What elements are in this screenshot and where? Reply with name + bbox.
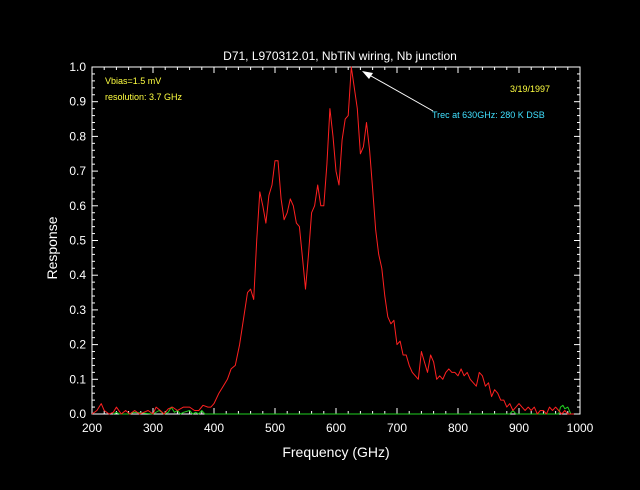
x-tick-label-800: 800	[448, 421, 468, 435]
y-tick-label-3: 0.3	[69, 303, 86, 317]
y-tick-label-4: 0.4	[69, 268, 86, 282]
y-tick-label-9: 0.9	[69, 95, 86, 109]
x-axis-ticks: 200 300 400 500 600 700 800 900 1000	[82, 67, 594, 435]
y-tick-label-0: 0.0	[69, 407, 86, 421]
y-tick-label-7: 0.7	[69, 164, 86, 178]
annotation-arrow-head	[362, 71, 373, 79]
x-tick-label-1000: 1000	[567, 421, 594, 435]
x-tick-label-600: 600	[326, 421, 346, 435]
annotation-vbias: Vbias=1.5 mV	[105, 76, 161, 86]
y-tick-label-6: 0.6	[69, 199, 86, 213]
annotation-date: 3/19/1997	[510, 84, 550, 94]
x-tick-label-900: 900	[509, 421, 529, 435]
y-tick-label-5: 0.5	[69, 234, 86, 248]
x-tick-label-300: 300	[143, 421, 163, 435]
chart-title: D71, L970312.01, NbTiN wiring, Nb juncti…	[223, 49, 457, 63]
y-tick-label-8: 0.8	[69, 129, 86, 143]
annotation-arrow-line	[363, 71, 434, 112]
series-line-secondary	[113, 404, 572, 415]
series-line-response	[91, 66, 574, 415]
series-layer	[91, 66, 574, 415]
y-tick-label-1: 0.1	[69, 372, 86, 386]
annotation-trec: Trec at 630GHz: 280 K DSB	[432, 110, 545, 120]
x-axis-label: Frequency (GHz)	[282, 444, 389, 460]
y-tick-label-10: 1.0	[69, 60, 86, 74]
x-tick-label-500: 500	[265, 421, 285, 435]
y-axis-ticks: 0.0 0.1 0.2 0.3 0.4 0.5 0.6 0.7 0.8 0.9 1.0	[69, 60, 580, 421]
x-tick-label-200: 200	[82, 421, 102, 435]
x-tick-label-700: 700	[387, 421, 407, 435]
annotation-resolution: resolution: 3.7 GHz	[105, 92, 183, 102]
x-tick-label-400: 400	[204, 421, 224, 435]
y-axis-label: Response	[44, 216, 60, 279]
y-tick-label-2: 0.2	[69, 338, 86, 352]
